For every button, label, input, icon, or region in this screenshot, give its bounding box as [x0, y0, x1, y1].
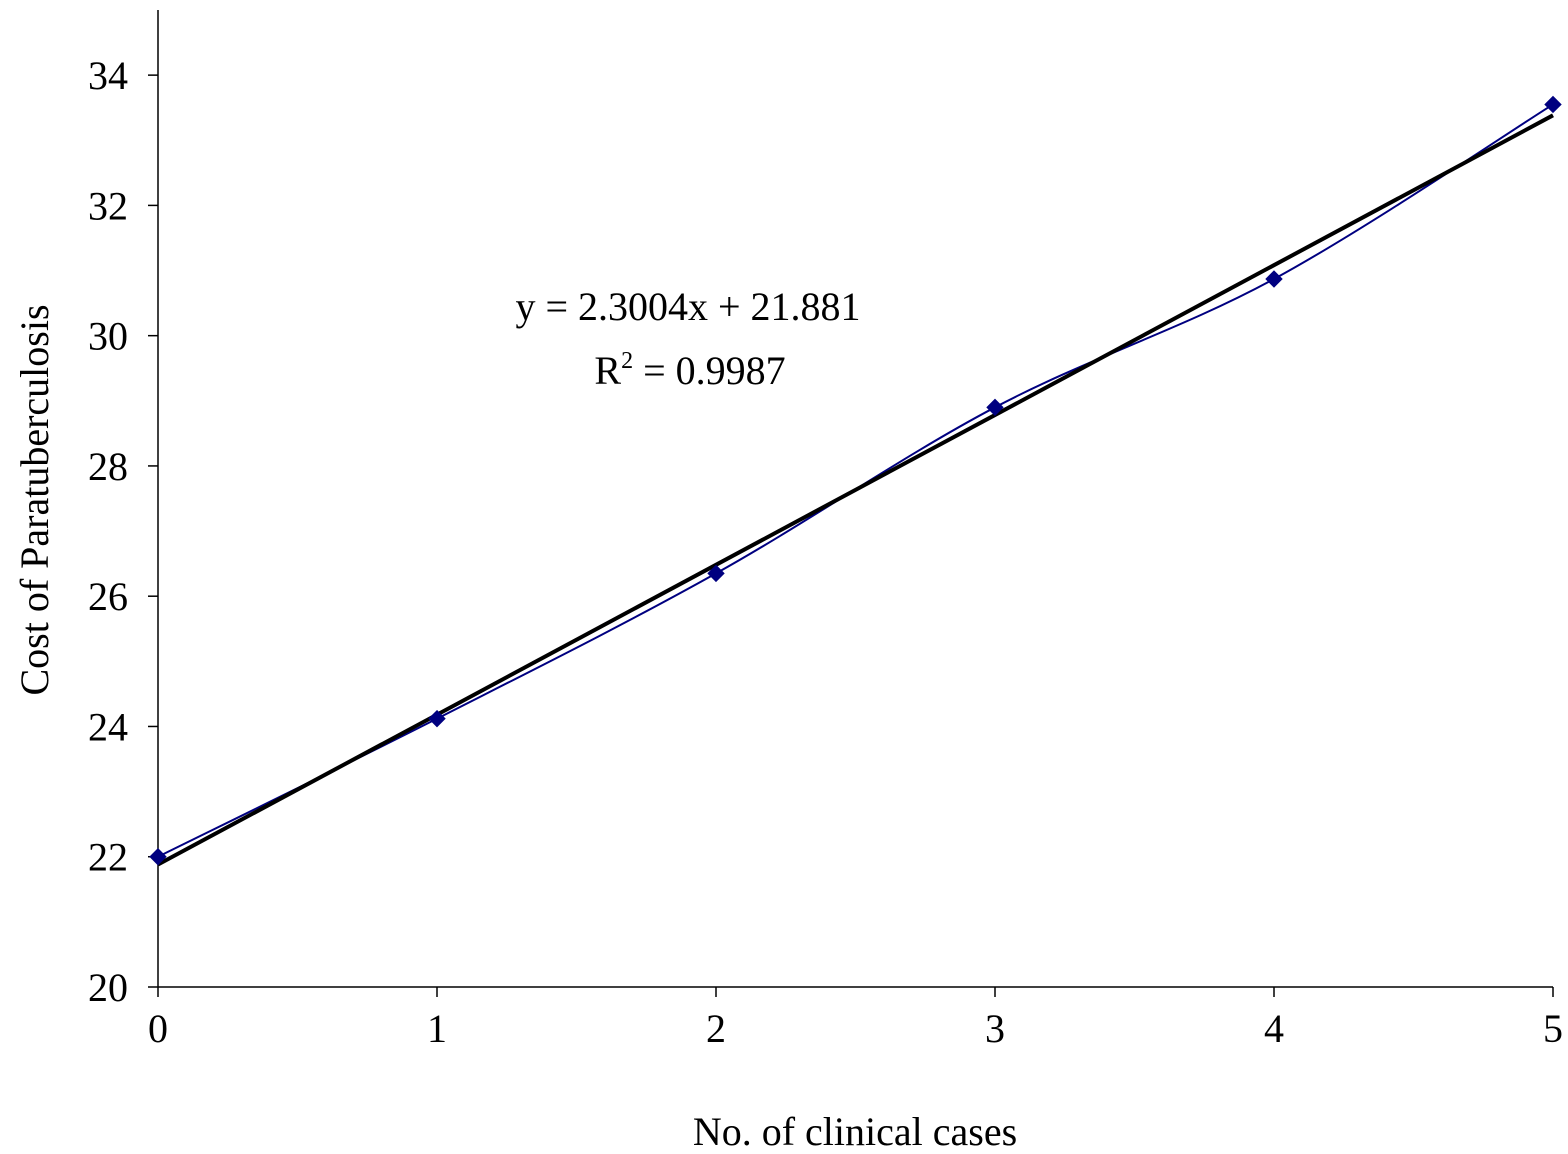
x-tick-label: 0 [148, 1006, 168, 1051]
y-tick-label: 32 [88, 183, 128, 228]
y-ticks: 20 22 24 26 28 30 32 34 [88, 53, 158, 1010]
y-tick-label: 28 [88, 444, 128, 489]
y-tick-label: 24 [88, 704, 128, 749]
x-tick-label: 4 [1264, 1006, 1284, 1051]
y-tick-label: 26 [88, 574, 128, 619]
y-axis-title: Cost of Paratuberculosis [12, 304, 57, 695]
y-tick-label: 30 [88, 314, 128, 359]
data-point-marker [986, 398, 1004, 417]
x-tick-label: 5 [1543, 1006, 1563, 1051]
series-line [157, 103, 1554, 858]
r2-superscript: 2 [621, 348, 633, 374]
y-tick-label: 22 [88, 835, 128, 880]
r2-prefix: R [594, 348, 621, 393]
y-tick-label: 34 [88, 53, 128, 98]
x-tick-label: 2 [706, 1006, 726, 1051]
data-point-marker [1544, 95, 1562, 114]
y-tick-label: 20 [88, 965, 128, 1010]
plot-area [149, 95, 1562, 867]
x-axis-title: No. of clinical cases [693, 1109, 1017, 1154]
x-tick-label: 3 [985, 1006, 1005, 1051]
data-point-marker [149, 848, 167, 866]
x-tick-label: 1 [427, 1006, 447, 1051]
equation-annotation: y = 2.3004x + 21.881 [515, 284, 860, 329]
data-point-marker [428, 709, 446, 728]
r2-value: = 0.9987 [633, 348, 786, 393]
r2-annotation: R2 = 0.9987 [594, 348, 785, 393]
trendline [157, 113, 1554, 867]
data-point-marker [707, 564, 725, 583]
data-point-marker [1265, 270, 1283, 288]
x-ticks: 0 1 2 3 4 5 [148, 987, 1563, 1051]
